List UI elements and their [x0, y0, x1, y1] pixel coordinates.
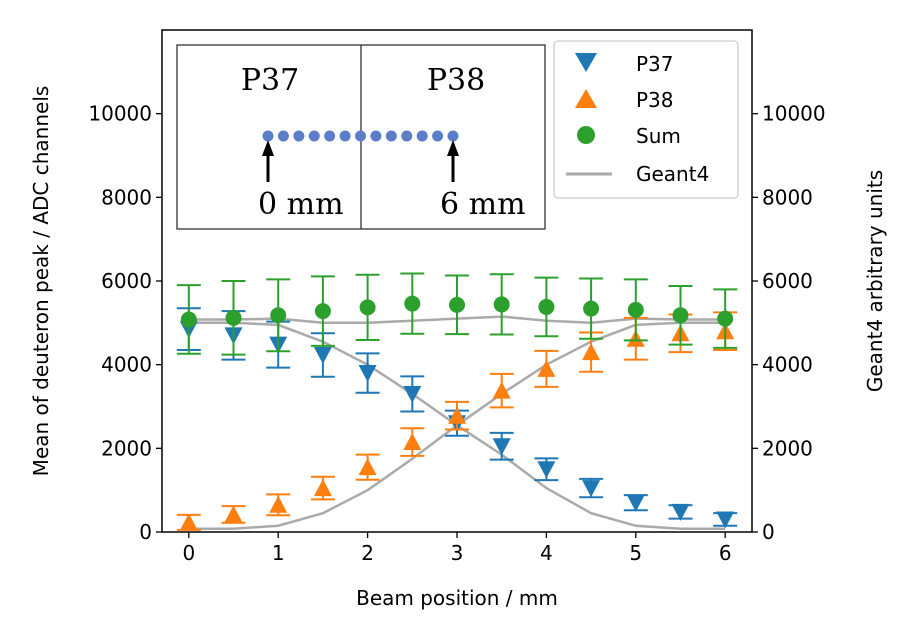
inset-beam-dot [447, 130, 459, 142]
legend-sum-marker-icon [577, 126, 595, 144]
inset-label-start: 0 mm [258, 187, 344, 222]
inset-label-p37: P37 [241, 63, 299, 98]
y-tick-label-left: 2000 [101, 436, 152, 460]
y-tick-label-right: 4000 [762, 353, 813, 377]
p37-point [313, 347, 332, 365]
p38-point [403, 433, 422, 451]
p38-point [448, 406, 466, 424]
y-tick-label-left: 0 [139, 520, 152, 544]
inset-beam-dot [432, 130, 444, 142]
sum-point [538, 298, 555, 315]
p37-point [492, 438, 511, 456]
inset-beam-dot [324, 130, 336, 142]
inset-beam-dot [339, 130, 351, 142]
legend-label-p38: P38 [636, 88, 674, 112]
inset-beam-dot [355, 130, 366, 142]
p38-point [269, 495, 288, 513]
inset-beam-dot [370, 130, 382, 142]
y-tick-label-right: 10000 [762, 102, 826, 126]
legend-label-geant4: Geant4 [636, 162, 709, 186]
y-axis-left: 0 2000 4000 6000 8000 10000 [88, 102, 162, 544]
y-tick-label-right: 8000 [762, 185, 813, 209]
x-tick-label: 6 [719, 541, 732, 565]
legend-label-p37: P37 [636, 52, 674, 76]
inset-beam-dot [416, 130, 428, 142]
p37-point [626, 494, 645, 512]
inset-beam-dots [262, 130, 459, 142]
sum-point [672, 307, 689, 324]
inset-label-p38: P38 [427, 63, 485, 98]
chart-marks [176, 272, 738, 531]
legend-frame [553, 40, 739, 199]
x-tick-label: 2 [361, 541, 374, 565]
legend-p38-marker-icon [575, 89, 597, 108]
y-axis-title-right: Geant4 arbitrary units [863, 170, 887, 392]
p37-point [671, 503, 690, 521]
sum-point [225, 309, 242, 326]
sum-point [404, 295, 421, 312]
sum-point [314, 303, 331, 320]
inset-diagram: P37 P38 0 mm 6 mm [176, 44, 546, 230]
y-tick-label-left: 4000 [101, 353, 152, 377]
p37-point [716, 511, 735, 529]
y-tick-label-right: 6000 [762, 269, 813, 293]
inset-beam-dot [293, 130, 305, 142]
y-tick-label-left: 8000 [101, 185, 152, 209]
sum-point [359, 299, 376, 316]
sum-point [627, 301, 644, 318]
x-tick-label: 1 [272, 541, 285, 565]
p37-point [582, 480, 601, 498]
p37-point [403, 385, 422, 403]
inset-beam-dot [277, 130, 289, 142]
p38-point [358, 458, 377, 476]
p38-point [492, 381, 511, 399]
y-tick-label-right: 0 [762, 520, 775, 544]
x-tick-label: 5 [629, 541, 642, 565]
sum-point [449, 296, 465, 313]
sum-point [180, 311, 197, 328]
x-tick-label: 4 [540, 541, 553, 565]
legend-p37-marker-icon [575, 53, 597, 72]
p38-point [537, 359, 556, 377]
y-axis-title-left: Mean of deuteron peak / ADC channels [29, 86, 53, 477]
p37-point [537, 461, 556, 479]
start-arrow-icon [262, 140, 274, 156]
sum-point [270, 307, 287, 324]
y-tick-label-left: 6000 [101, 269, 152, 293]
inset-beam-dot [385, 130, 397, 142]
x-tick-label: 0 [182, 541, 195, 565]
y-tick-label-right: 2000 [762, 436, 813, 460]
inset-label-end: 6 mm [440, 187, 526, 222]
p38-point [224, 505, 243, 523]
sum-point [717, 310, 734, 327]
inset-beam-dot [401, 130, 413, 142]
x-axis-title: Beam position / mm [356, 586, 558, 610]
y-axis-right: 0 2000 4000 6000 8000 10000 [752, 102, 826, 544]
x-tick-label: 3 [451, 541, 464, 565]
x-axis: 0 1 2 3 4 5 6 [182, 532, 732, 565]
sum-point [583, 300, 600, 317]
legend: P37 P38 Sum Geant4 [553, 40, 739, 199]
y-tick-label-left: 10000 [88, 102, 152, 126]
end-arrow-icon [447, 140, 459, 156]
p38-point [582, 343, 601, 361]
p37-point [358, 365, 377, 383]
legend-label-sum: Sum [636, 124, 681, 148]
inset-beam-dot [308, 130, 320, 142]
sum-point [493, 296, 510, 313]
p38-point [179, 513, 198, 531]
p38-point [313, 479, 332, 497]
inset-beam-dot [262, 130, 274, 142]
